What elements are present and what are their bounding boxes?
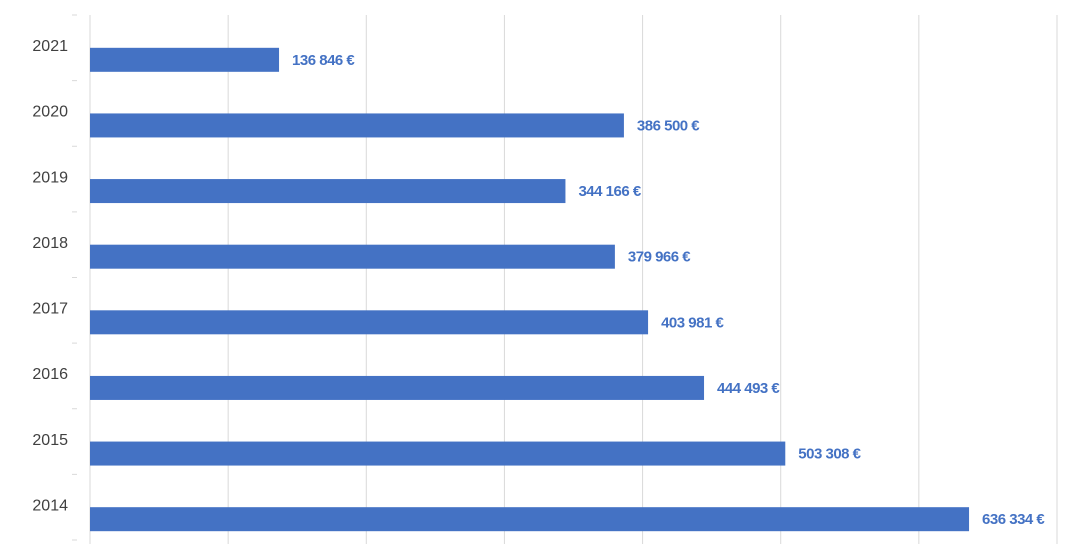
y-tick-label: 2020 (32, 104, 68, 121)
bar (90, 441, 786, 466)
y-tick-label: 2021 (32, 38, 68, 55)
bar (90, 113, 624, 138)
y-tick-label: 2018 (32, 235, 68, 252)
y-tick-label: 2017 (32, 301, 68, 318)
bar (90, 47, 280, 72)
data-label: 344 166 € (578, 183, 641, 200)
y-tick-label: 2019 (32, 169, 68, 186)
data-label: 444 493 € (717, 380, 780, 397)
data-label: 136 846 € (292, 52, 355, 69)
data-label: 379 966 € (628, 249, 691, 266)
data-label: 636 334 € (982, 511, 1045, 528)
bar (90, 179, 566, 204)
data-label: 403 981 € (661, 314, 724, 331)
data-label: 386 500 € (637, 117, 700, 134)
y-tick-label: 2016 (32, 366, 68, 383)
bar (90, 244, 615, 269)
y-tick-label: 2014 (32, 497, 68, 514)
y-tick-label: 2015 (32, 432, 68, 449)
bar (90, 375, 705, 400)
bar (90, 310, 649, 335)
data-label: 503 308 € (798, 446, 861, 463)
bar (90, 507, 970, 532)
